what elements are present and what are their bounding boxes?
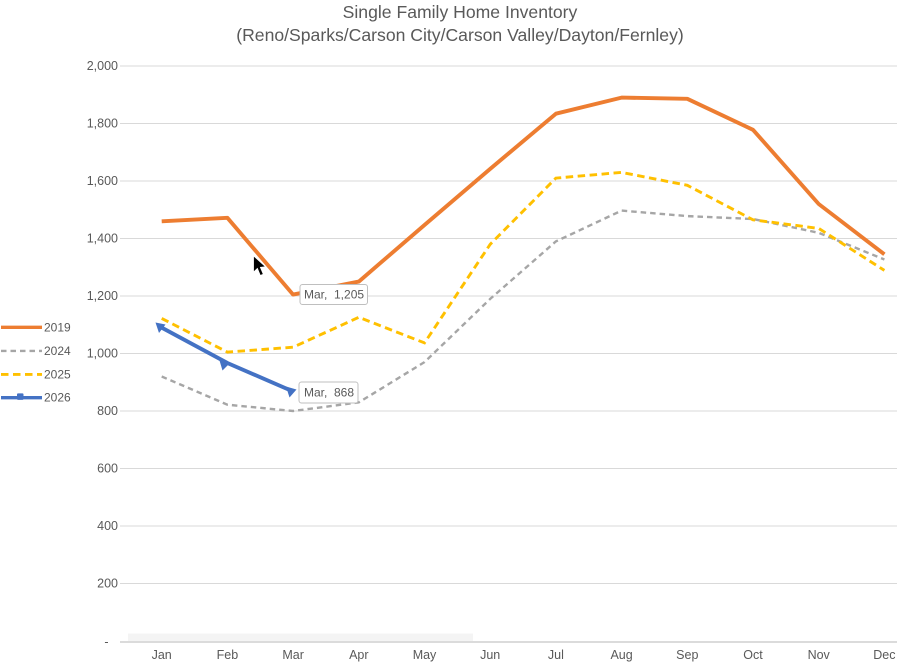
svg-text:Jun: Jun (480, 648, 500, 662)
svg-text:(Reno/Sparks/Carson City/Carso: (Reno/Sparks/Carson City/Carson Valley/D… (236, 25, 684, 45)
svg-text:Mar, 868: Mar, 868 (304, 386, 354, 400)
svg-text:Sep: Sep (676, 648, 698, 662)
svg-text:-: - (104, 635, 108, 649)
svg-text:Mar: Mar (282, 648, 304, 662)
svg-text:2024: 2024 (44, 344, 71, 358)
svg-text:Aug: Aug (610, 648, 632, 662)
svg-text:Jan: Jan (152, 648, 172, 662)
svg-text:Jul: Jul (548, 648, 564, 662)
svg-text:2,000: 2,000 (87, 59, 118, 73)
svg-text:May: May (413, 648, 437, 662)
svg-text:Apr: Apr (349, 648, 368, 662)
svg-text:2019: 2019 (44, 320, 71, 334)
svg-text:1,800: 1,800 (87, 117, 118, 131)
svg-text:Mar, 1,205: Mar, 1,205 (304, 288, 364, 302)
svg-text:1,600: 1,600 (87, 174, 118, 188)
svg-text:1,400: 1,400 (87, 232, 118, 246)
svg-text:200: 200 (97, 577, 118, 591)
svg-text:Nov: Nov (808, 648, 831, 662)
svg-text:400: 400 (97, 519, 118, 533)
svg-text:Oct: Oct (743, 648, 763, 662)
svg-text:Feb: Feb (217, 648, 239, 662)
svg-text:Dec: Dec (873, 648, 895, 662)
svg-text:800: 800 (97, 404, 118, 418)
svg-text:600: 600 (97, 462, 118, 476)
svg-text:1,000: 1,000 (87, 347, 118, 361)
svg-text:2026: 2026 (44, 391, 71, 405)
svg-text:Single Family Home Inventory: Single Family Home Inventory (343, 2, 578, 22)
svg-text:2025: 2025 (44, 367, 71, 381)
svg-text:1,200: 1,200 (87, 289, 118, 303)
